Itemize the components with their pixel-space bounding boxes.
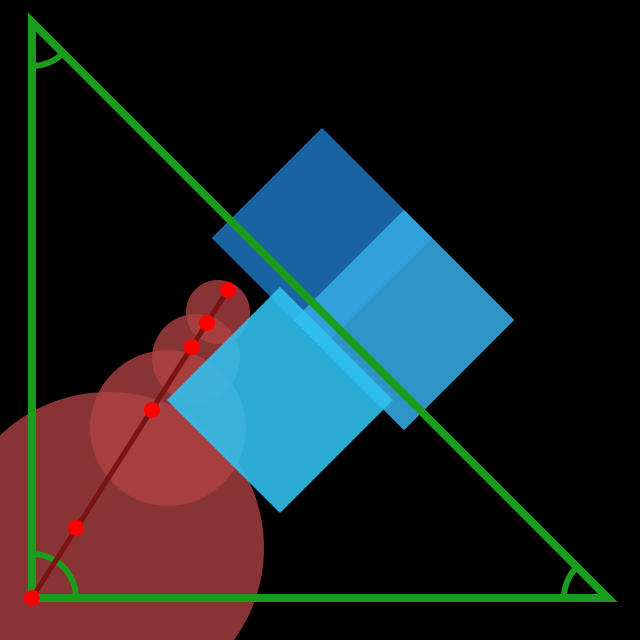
red-dot-1 [68,520,84,536]
red-dot-5 [220,282,236,298]
red-dot-0 [24,590,40,606]
red-dot-3 [184,339,200,355]
red-dot-4 [199,315,215,331]
geometry-diagram [0,0,640,640]
red-dot-2 [144,402,160,418]
